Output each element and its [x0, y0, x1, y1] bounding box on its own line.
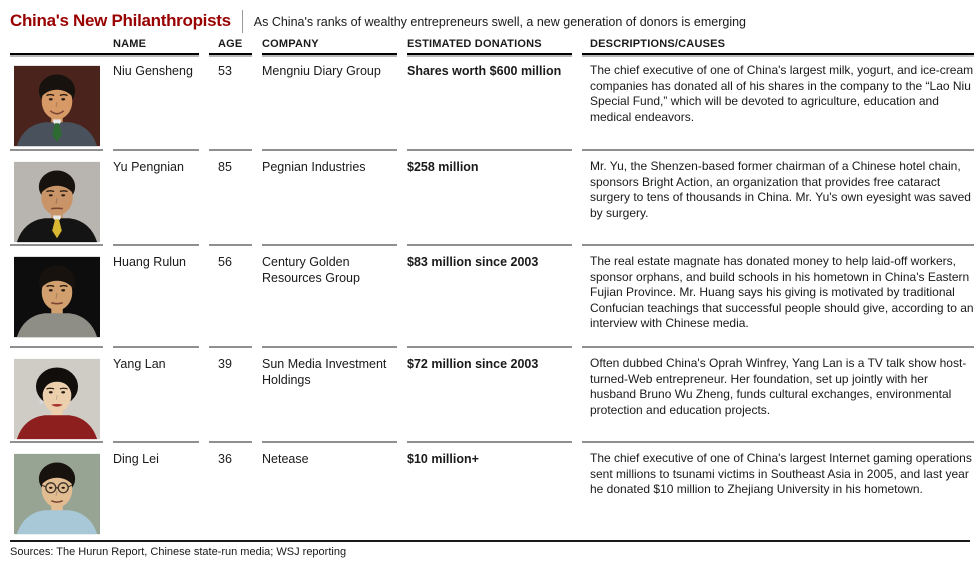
name-cell: Ding Lei [113, 452, 159, 466]
age-cell: 85 [209, 159, 252, 246]
bottom-rule [10, 540, 970, 542]
column-header-name: NAME [10, 38, 199, 55]
portrait-man-glasses-icon [14, 453, 100, 535]
donations-cell: $72 million since 2003 [407, 356, 572, 443]
age-cell: 36 [218, 452, 232, 466]
page-subtitle: As China's ranks of wealthy entrepreneur… [253, 14, 746, 29]
name-cell: Yu Pengnian [113, 159, 199, 246]
sources-line: Sources: The Hurun Report, Chinese state… [10, 546, 347, 558]
company-cell: Pegnian Industries [262, 159, 397, 246]
age-cell: 53 [209, 63, 252, 151]
donations-cell: $83 million since 2003 [407, 254, 572, 348]
donations-cell: $10 million+ [407, 452, 479, 466]
table-row: Huang Rulun 56 Century Golden Resources … [10, 246, 974, 348]
page-title: China's New Philanthropists [10, 11, 231, 30]
company-cell: Sun Media Investment Holdings [262, 356, 397, 443]
column-header-donations: ESTIMATED DONATIONS [407, 38, 572, 55]
column-header-company: COMPANY [262, 38, 397, 55]
portrait-man-icon [14, 65, 100, 147]
company-cell: Century Golden Resources Group [262, 254, 397, 348]
name-cell: Huang Rulun [113, 254, 199, 348]
name-cell: Yang Lan [113, 356, 199, 443]
table-row: Yang Lan 39 Sun Media Investment Holding… [10, 348, 974, 443]
company-cell: Netease [262, 452, 309, 466]
photo-yang-lan [10, 356, 103, 443]
age-cell: 56 [209, 254, 252, 348]
portrait-man-icon [14, 161, 100, 243]
masthead: China's New Philanthropists As China's r… [0, 0, 980, 34]
description-cell: The chief executive of one of China's la… [582, 63, 974, 151]
donations-cell: $258 million [407, 159, 572, 246]
portrait-man-icon [14, 256, 100, 338]
age-cell: 39 [209, 356, 252, 443]
photo-niu-gensheng [10, 63, 103, 151]
description-cell: Often dubbed China's Oprah Winfrey, Yang… [582, 356, 974, 443]
name-cell: Niu Gensheng [113, 63, 199, 151]
description-cell: The real estate magnate has donated mone… [582, 254, 974, 348]
table-row: Yu Pengnian 85 Pegnian Industries $258 m… [10, 151, 974, 246]
table-row: Niu Gensheng 53 Mengniu Diary Group Shar… [10, 55, 974, 151]
company-cell: Mengniu Diary Group [262, 63, 397, 151]
photo-yu-pengnian [10, 159, 103, 246]
portrait-woman-icon [14, 358, 100, 440]
photo-ding-lei [10, 451, 103, 540]
masthead-divider [241, 9, 243, 33]
table-header-row: NAME AGE COMPANY ESTIMATED DONATIONS DES… [10, 38, 974, 55]
photo-huang-rulun [10, 254, 103, 348]
table-body: Niu Gensheng 53 Mengniu Diary Group Shar… [10, 55, 974, 540]
description-cell: The chief executive of one of China's la… [590, 451, 972, 496]
column-header-age: AGE [209, 38, 252, 55]
table-row: Ding Lei 36 Netease $10 million+ The chi… [10, 443, 974, 540]
column-header-descriptions: DESCRIPTIONS/CAUSES [582, 38, 974, 55]
donations-cell: Shares worth $600 million [407, 63, 572, 151]
description-cell: Mr. Yu, the Shenzen-based former chairma… [582, 159, 974, 246]
